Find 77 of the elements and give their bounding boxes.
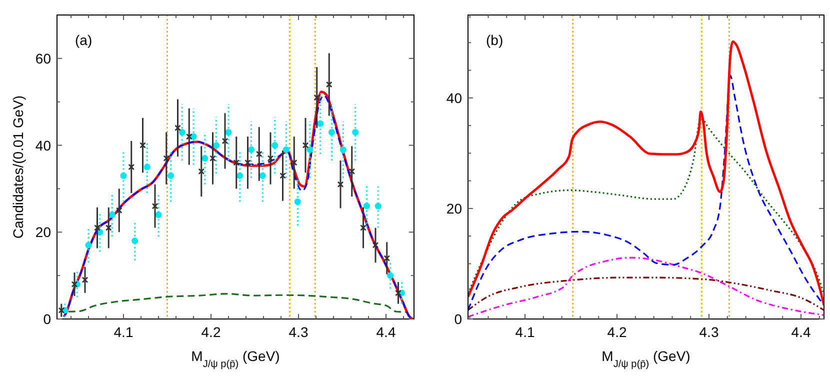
point <box>198 168 205 175</box>
point <box>302 142 309 148</box>
point <box>233 159 240 166</box>
point <box>163 155 170 162</box>
point <box>155 211 162 218</box>
y-tick-label: 40 <box>35 137 52 154</box>
point <box>212 142 220 149</box>
annotation: (a) <box>75 32 92 48</box>
point <box>85 242 92 248</box>
point <box>236 172 244 179</box>
y-tick-label: 60 <box>35 50 52 66</box>
point <box>202 155 208 162</box>
x-axis-title: M$_{J/ψ p(p̄)}$ (GeV) <box>602 348 690 370</box>
point <box>120 172 127 179</box>
point <box>210 155 216 162</box>
point <box>326 81 332 88</box>
point <box>108 211 116 218</box>
point <box>280 172 286 179</box>
y-tick-label: 0 <box>454 311 462 327</box>
line-series <box>468 256 824 318</box>
x-tick-label: 4.4 <box>376 324 396 340</box>
point <box>348 168 356 175</box>
point <box>94 224 100 231</box>
x-tick-label: 4.4 <box>791 324 811 340</box>
point <box>244 159 251 166</box>
point <box>384 255 390 262</box>
x-tick-label: 4.3 <box>288 324 308 340</box>
point <box>140 142 146 148</box>
x-tick-label: 4.1 <box>114 324 134 340</box>
point <box>256 150 262 158</box>
point <box>328 128 336 136</box>
x-tick-label: 4.1 <box>515 324 535 340</box>
x-tick-label: 4.2 <box>607 324 627 340</box>
y-tick-label: 0 <box>43 311 52 327</box>
y-tick-label: 40 <box>446 90 462 106</box>
point <box>337 181 344 188</box>
point <box>128 164 135 170</box>
point <box>387 272 394 279</box>
point <box>144 164 150 170</box>
point <box>152 202 158 210</box>
point <box>360 224 366 231</box>
point <box>282 146 290 153</box>
point <box>363 202 370 210</box>
point <box>132 238 138 244</box>
y-tick-label: 20 <box>446 200 462 216</box>
line-series <box>468 276 824 311</box>
point <box>167 172 174 179</box>
x-tick-label: 4.2 <box>201 324 221 340</box>
point <box>259 172 266 179</box>
point <box>248 146 255 153</box>
point <box>178 128 186 136</box>
y-tick-label: 20 <box>35 224 52 240</box>
point <box>105 224 112 231</box>
point <box>294 198 301 206</box>
point <box>222 138 228 144</box>
point <box>272 142 278 149</box>
point <box>225 128 232 136</box>
y-axis-title: Candidates/(0.01 GeV) <box>10 95 26 239</box>
point <box>186 133 192 140</box>
point <box>71 281 78 288</box>
point <box>267 155 274 162</box>
x-tick-label: 4.3 <box>699 324 719 340</box>
point <box>174 124 181 132</box>
point <box>314 94 320 101</box>
point <box>340 146 346 153</box>
point <box>374 202 382 210</box>
annotation: (b) <box>486 32 504 48</box>
point <box>82 276 88 284</box>
point <box>290 159 298 166</box>
point <box>372 242 379 248</box>
x-axis-title: M$_{J/ψ p(p̄)}$ (GeV) <box>191 348 280 370</box>
point <box>317 120 324 127</box>
point <box>306 146 314 153</box>
point <box>116 207 122 214</box>
point <box>352 128 359 136</box>
point <box>58 307 65 314</box>
point <box>395 290 402 296</box>
